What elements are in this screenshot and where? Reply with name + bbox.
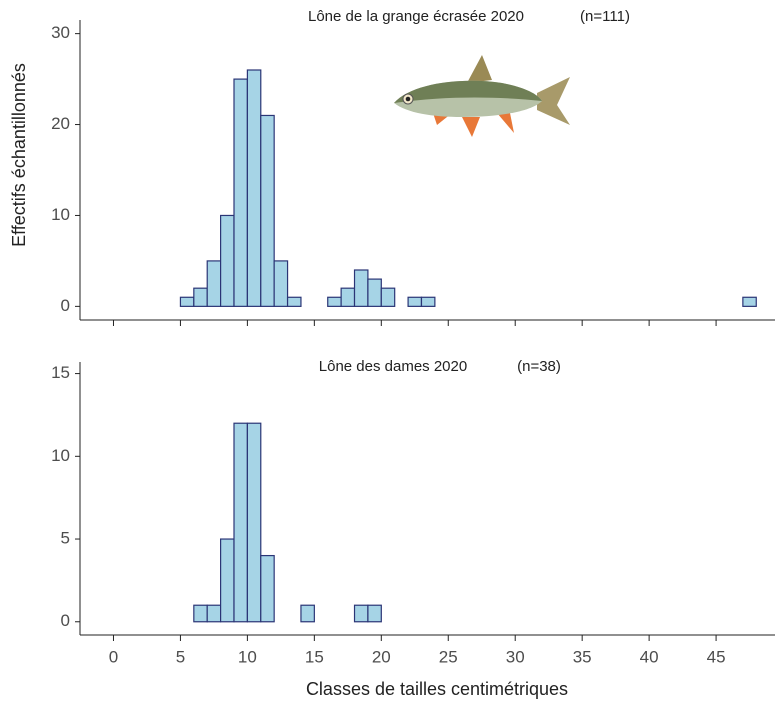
bar xyxy=(286,296,302,307)
x-tick-label: 5 xyxy=(176,647,185,666)
x-axis-label: Classes de tailles centimétriques xyxy=(306,679,568,699)
y-tick-label: 10 xyxy=(51,446,70,465)
bar xyxy=(206,604,222,623)
bar xyxy=(407,296,423,307)
bar xyxy=(193,287,208,307)
fish-illustration xyxy=(394,55,570,137)
annotation: (n=38) xyxy=(517,358,561,375)
annotation: (n=111) xyxy=(580,8,630,25)
y-axis-label: Effectifs échantillonnés xyxy=(9,63,29,247)
x-tick-label: 35 xyxy=(573,647,592,666)
panel-title: Lône des dames 2020 xyxy=(319,358,467,375)
bar xyxy=(179,296,195,307)
x-tick-label: 40 xyxy=(640,647,659,666)
bar xyxy=(742,296,757,307)
x-tick-label: 20 xyxy=(372,647,391,666)
bar xyxy=(220,214,235,307)
x-tick-label: 15 xyxy=(305,647,324,666)
x-tick-label: 10 xyxy=(238,647,257,666)
bar xyxy=(233,422,248,623)
bar xyxy=(206,260,222,307)
y-tick-label: 15 xyxy=(51,363,70,382)
bar xyxy=(340,287,356,307)
bar xyxy=(420,296,436,307)
y-tick-label: 0 xyxy=(61,296,70,315)
bar xyxy=(260,114,275,307)
bar xyxy=(327,296,342,307)
y-tick-label: 10 xyxy=(51,205,70,224)
y-tick-label: 30 xyxy=(51,23,70,42)
bar xyxy=(220,538,235,623)
x-tick-label: 0 xyxy=(109,647,118,666)
x-tick-label: 30 xyxy=(506,647,525,666)
bar xyxy=(233,78,248,307)
y-tick-label: 0 xyxy=(61,611,70,630)
bar xyxy=(260,554,275,623)
bar xyxy=(246,422,262,623)
bar xyxy=(193,604,208,623)
bar xyxy=(353,269,369,307)
bar xyxy=(246,69,262,307)
bar xyxy=(273,260,289,307)
y-tick-label: 5 xyxy=(61,529,70,548)
bar xyxy=(367,604,382,623)
bar xyxy=(300,604,315,623)
y-tick-label: 20 xyxy=(51,114,70,133)
x-tick-label: 25 xyxy=(439,647,458,666)
bar xyxy=(367,278,382,307)
x-tick-label: 45 xyxy=(707,647,726,666)
panel-title: Lône de la grange écrasée 2020 xyxy=(308,8,524,25)
bar xyxy=(380,287,396,307)
bar xyxy=(353,604,369,623)
